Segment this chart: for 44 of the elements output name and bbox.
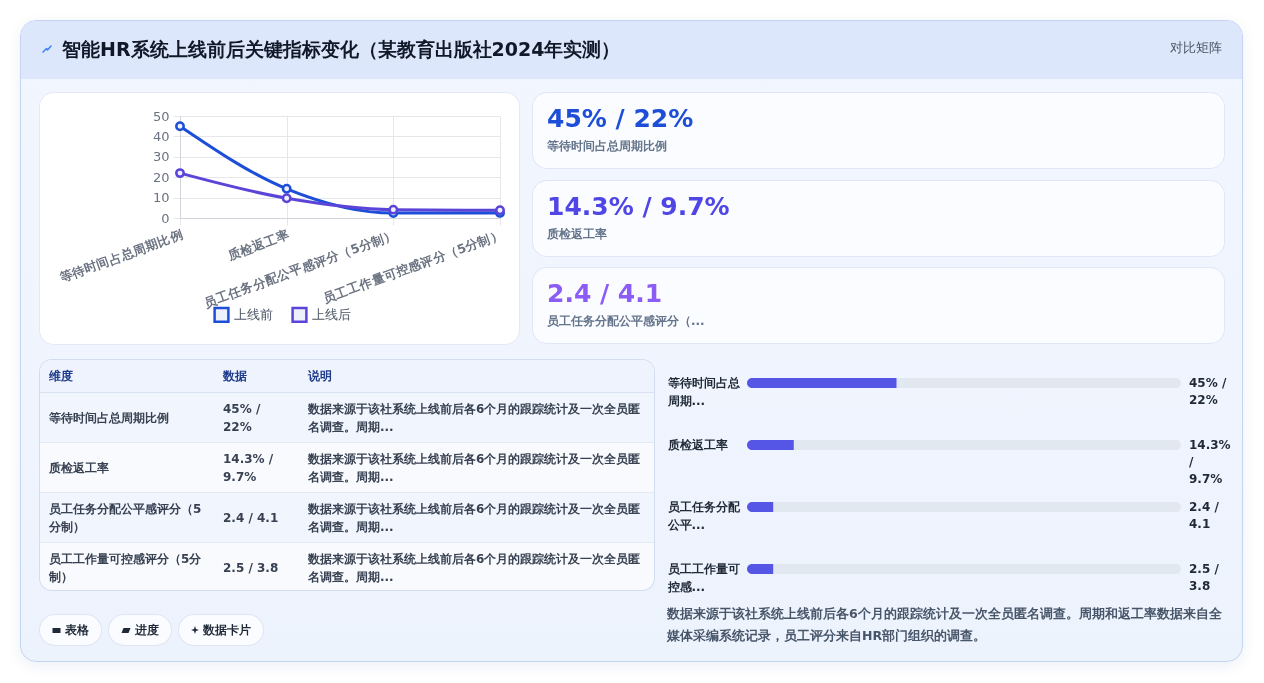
text: 数据	[214, 360, 299, 393]
x-tick-label: 质检返工率	[224, 226, 292, 264]
annotation: 数据来源于该社系统上线前后各6个月的跟踪统计及一次全员匿名调查。周期和返工率数据来自全媒体采编系统记录，员工评分来自HR部门组织的调查。	[667, 605, 1223, 645]
text: 2.4 / 4.1	[1189, 500, 1220, 531]
text: 维度	[40, 360, 214, 393]
text: 2.4 / 4.1	[547, 279, 663, 308]
legend-label: 上线前	[234, 306, 273, 322]
y-tick-label: 0	[161, 210, 170, 226]
chart-title: 智能HR系统上线前后关键指标变化（某教育出版社2024年实测）	[62, 37, 621, 62]
text: 45% / 22%	[223, 401, 261, 434]
category-label: 质检返工率	[40, 442, 214, 493]
text: 14.3% / 9.7%	[547, 191, 730, 221]
text: 数据来源于该社系统上线前后各6个月的跟踪统计及一次全员匿名调查。周期...	[307, 550, 642, 586]
category-label: 员工任务分配公平感评分（5分制）	[40, 492, 214, 543]
text: 2.5 / 3.8	[1189, 562, 1220, 593]
tab-button: 数据卡片	[179, 615, 263, 645]
y-tick-label: 员工工作量可控感...	[666, 562, 740, 594]
legend-label: 上线后	[312, 306, 351, 322]
text: 45% / 22%	[547, 104, 694, 133]
text: 2.4 / 4.1	[223, 510, 279, 525]
text: 14.3% / 9.7%	[1189, 438, 1231, 486]
text: 数据来源于该社系统上线前后各6个月的跟踪统计及一次全员匿名调查。周期...	[299, 442, 654, 493]
y-tick-label: 10	[152, 190, 170, 206]
category-label: 员工工作量可控感评分（5分制）	[48, 550, 203, 586]
y-tick-label: 40	[152, 128, 170, 144]
category-label: 等待时间占总周期比例	[40, 392, 214, 443]
text: 对比矩阵	[1170, 39, 1222, 57]
y-tick-label: 等待时间占总周期...	[666, 376, 741, 408]
text: 45% / 22%	[1189, 376, 1227, 407]
x-tick-label: 等待时间占总周期比例	[56, 226, 185, 286]
text: 数据来源于该社系统上线前后各6个月的跟踪统计及一次全员匿名调查。周期...	[299, 392, 654, 443]
y-tick-label: 20	[152, 169, 170, 185]
y-tick-label: 30	[152, 149, 170, 165]
tab-button: 表格	[40, 615, 101, 645]
y-tick-label: 质检返工率	[666, 438, 728, 452]
text: 说明	[299, 360, 654, 393]
text: 14.3% / 9.7%	[223, 451, 274, 484]
category-label: 等待时间占总周期比例	[547, 138, 667, 154]
text: 2.5 / 3.8	[223, 560, 279, 575]
y-tick-label: 50	[152, 108, 170, 124]
y-tick-label: 员工任务分配公平...	[666, 500, 741, 532]
tab-button: 进度	[109, 615, 171, 645]
text: 数据来源于该社系统上线前后各6个月的跟踪统计及一次全员匿名调查。周期...	[299, 492, 654, 543]
category-label: 员工任务分配公平感评分（...	[547, 313, 705, 329]
